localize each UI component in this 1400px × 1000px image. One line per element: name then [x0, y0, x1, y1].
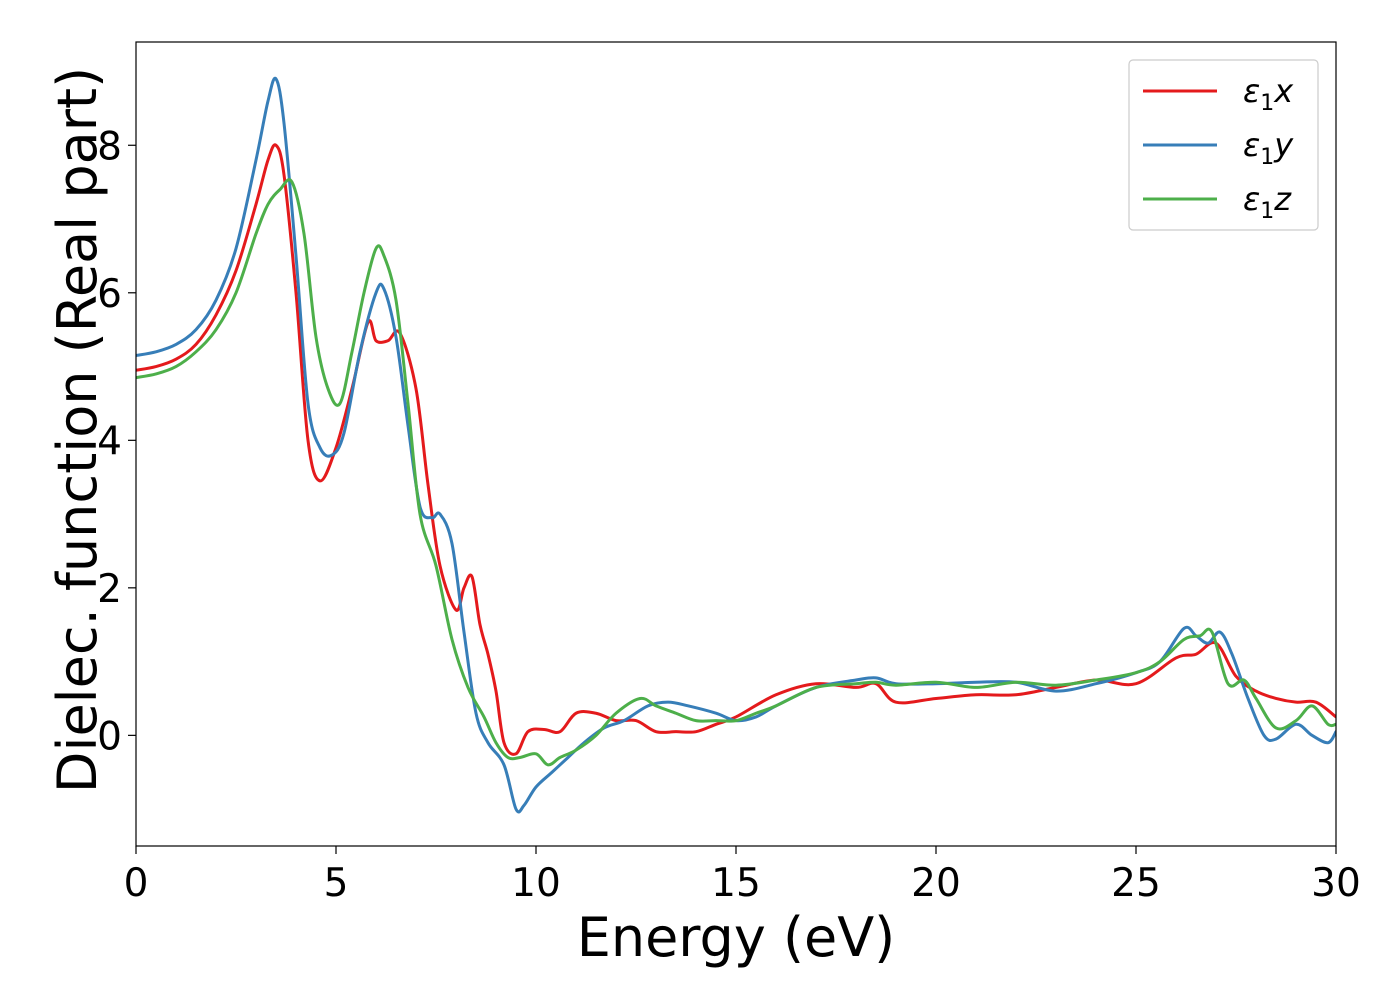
x-tick-label: 10 [511, 861, 561, 906]
y-axis-ticks: 0 2 4 6 8 [97, 124, 136, 759]
x-tick-label: 20 [911, 861, 961, 906]
x-axis-title: Energy (eV) [577, 906, 896, 969]
legend-label-y: ε1y [1243, 126, 1294, 170]
x-tick-label: 5 [324, 861, 349, 906]
x-tick-label: 25 [1111, 861, 1161, 906]
y-tick-label: 4 [97, 419, 122, 464]
y-tick-label: 8 [97, 124, 122, 169]
y-tick-label: 2 [97, 567, 122, 612]
series-layer [136, 76, 1336, 814]
y-tick-label: 6 [97, 272, 122, 317]
series-line-z [136, 178, 1336, 767]
y-tick-label: 0 [97, 714, 122, 759]
legend-label-z: ε1z [1243, 180, 1292, 224]
x-tick-label: 30 [1311, 861, 1361, 906]
x-axis-ticks: 0 5 10 15 20 25 30 [124, 846, 1361, 906]
x-tick-label: 15 [711, 861, 761, 906]
series-line-y [136, 76, 1336, 814]
legend: ε1x ε1y ε1z [1128, 59, 1319, 231]
y-axis-title: Dielec. function (Real part) [46, 67, 109, 793]
x-tick-label: 0 [124, 861, 149, 906]
legend-box [1128, 59, 1319, 231]
legend-label-x: ε1x [1243, 72, 1294, 116]
